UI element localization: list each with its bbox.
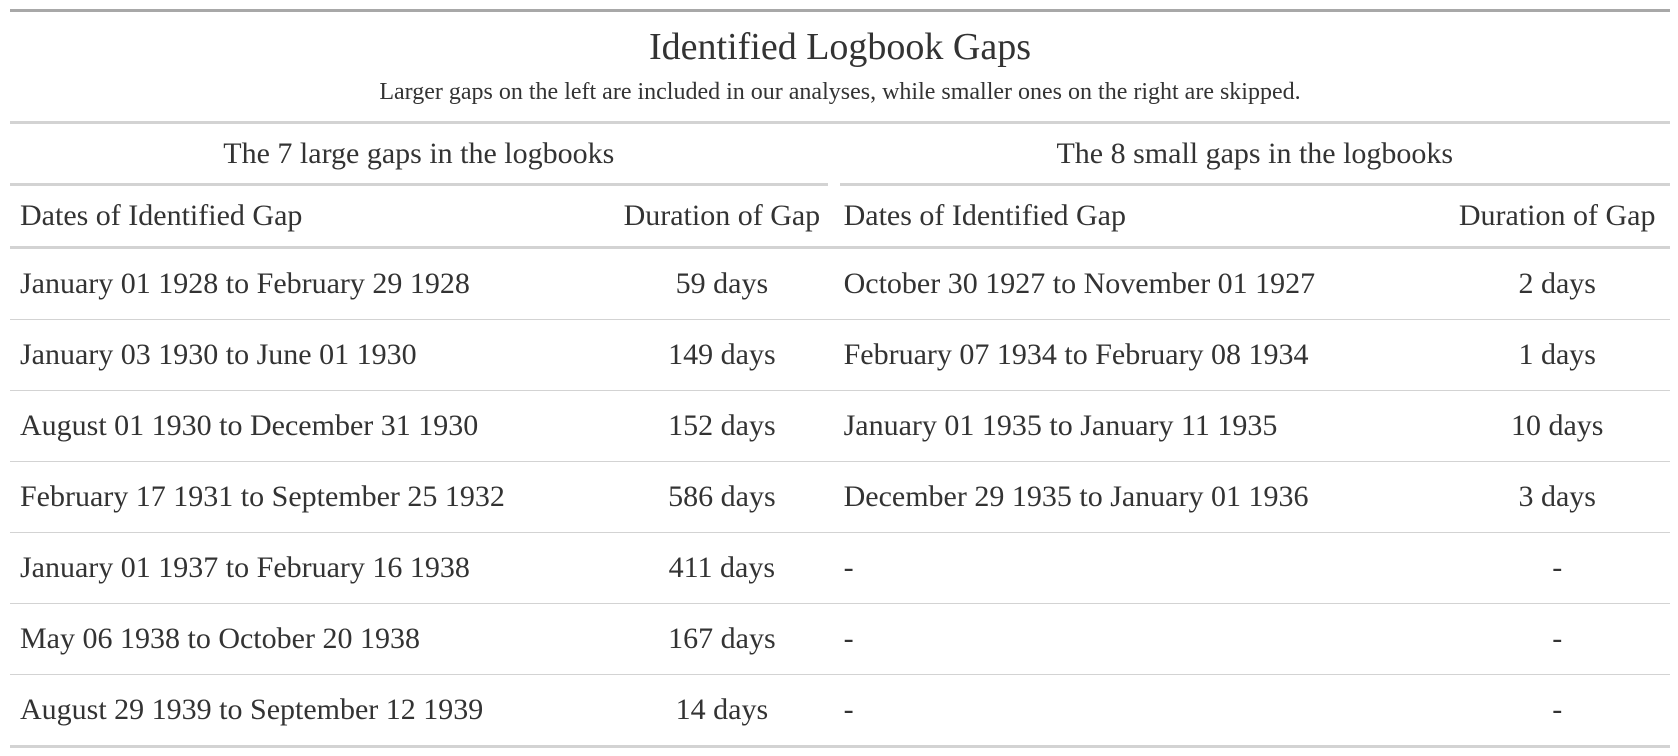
large-gap-dates: August 01 1930 to December 31 1930 [10, 390, 611, 462]
small-gap-duration: - [1444, 532, 1670, 604]
spanner-large-gaps-label: The 7 large gaps in the logbooks [10, 137, 828, 186]
small-gap-dates: January 01 1935 to January 11 1935 [833, 390, 1445, 462]
top-rule [10, 9, 1670, 12]
heading-rule [10, 121, 1670, 124]
table-subtitle: Larger gaps on the left are included in … [379, 79, 1301, 105]
large-gap-dates: August 29 1939 to September 12 1939 [10, 674, 611, 748]
small-gap-dates: - [833, 532, 1445, 604]
gaps-table-container: Identified Logbook Gaps Larger gaps on t… [10, 9, 1670, 748]
small-gap-duration: 1 days [1444, 319, 1670, 391]
large-gap-dates: January 01 1928 to February 29 1928 [10, 247, 611, 320]
small-gap-dates: - [833, 674, 1445, 748]
large-gap-duration: 167 days [610, 603, 834, 675]
table-row: May 06 1938 to October 20 1938 167 days … [10, 603, 1670, 675]
small-gap-duration: 2 days [1444, 247, 1670, 320]
column-header-large-dates: Dates of Identified Gap [10, 186, 611, 249]
spanner-large-gaps: The 7 large gaps in the logbooks [10, 124, 834, 186]
large-gap-dates: January 01 1937 to February 16 1938 [10, 532, 611, 604]
table-row: January 01 1937 to February 16 1938 411 … [10, 532, 1670, 604]
large-gap-duration: 152 days [610, 390, 834, 462]
large-gap-duration: 149 days [610, 319, 834, 391]
spanner-small-gaps: The 8 small gaps in the logbooks [834, 124, 1670, 186]
gaps-table: The 7 large gaps in the logbooks The 8 s… [10, 124, 1670, 748]
small-gap-duration: 10 days [1444, 390, 1670, 462]
spanner-small-gaps-label: The 8 small gaps in the logbooks [839, 137, 1670, 186]
column-header-small-dates: Dates of Identified Gap [833, 186, 1445, 249]
large-gap-dates: May 06 1938 to October 20 1938 [10, 603, 611, 675]
large-gap-duration: 411 days [610, 532, 834, 604]
large-gap-duration: 586 days [610, 461, 834, 533]
large-gap-dates: February 17 1931 to September 25 1932 [10, 461, 611, 533]
table-row: August 01 1930 to December 31 1930 152 d… [10, 390, 1670, 462]
small-gap-duration: - [1444, 674, 1670, 748]
large-gap-dates: January 03 1930 to June 01 1930 [10, 319, 611, 391]
small-gap-dates: December 29 1935 to January 01 1936 [833, 461, 1445, 533]
large-gap-duration: 14 days [610, 674, 834, 748]
small-gap-duration: 3 days [1444, 461, 1670, 533]
table-row: January 01 1928 to February 29 1928 59 d… [10, 247, 1670, 320]
column-header-large-duration: Duration of Gap [610, 186, 834, 249]
column-header-small-duration: Duration of Gap [1444, 186, 1670, 249]
small-gap-dates: October 30 1927 to November 01 1927 [833, 247, 1445, 320]
small-gap-dates: - [833, 603, 1445, 675]
table-row: February 17 1931 to September 25 1932 58… [10, 461, 1670, 533]
small-gap-dates: February 07 1934 to February 08 1934 [833, 319, 1445, 391]
small-gap-duration: - [1444, 603, 1670, 675]
table-row: August 29 1939 to September 12 1939 14 d… [10, 674, 1670, 748]
table-row: January 03 1930 to June 01 1930 149 days… [10, 319, 1670, 391]
large-gap-duration: 59 days [610, 247, 834, 320]
table-title: Identified Logbook Gaps [648, 26, 1032, 68]
